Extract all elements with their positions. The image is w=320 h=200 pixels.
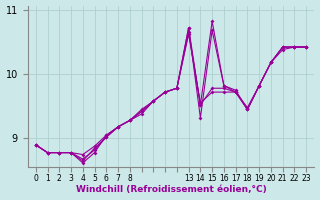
X-axis label: Windchill (Refroidissement éolien,°C): Windchill (Refroidissement éolien,°C) bbox=[76, 185, 266, 194]
